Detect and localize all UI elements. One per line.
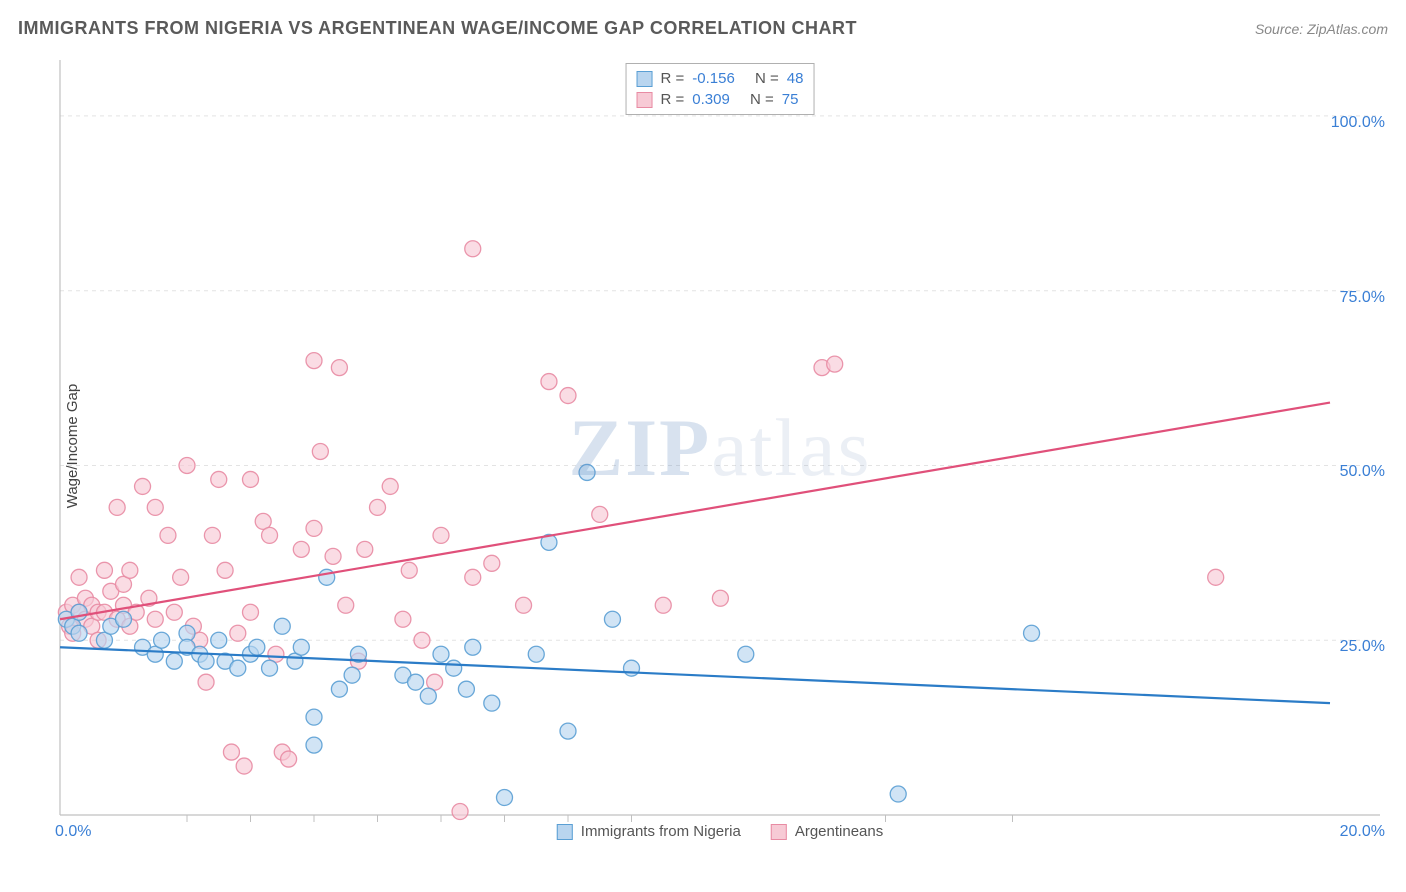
legend: Immigrants from Nigeria Argentineans: [557, 823, 883, 840]
n-label: N =: [755, 68, 779, 89]
swatch-icon: [637, 92, 653, 108]
chart-area: ZIPatlas R = -0.156 N = 48 R = 0.309 N =…: [50, 55, 1390, 840]
r-value: 0.309: [692, 89, 730, 110]
r-label: R =: [661, 89, 685, 110]
legend-item-series1: Immigrants from Nigeria: [557, 823, 741, 840]
source-citation: Source: ZipAtlas.com: [1255, 21, 1388, 37]
legend-label: Immigrants from Nigeria: [581, 823, 741, 840]
stats-row-series1: R = -0.156 N = 48: [637, 68, 804, 89]
n-value: 48: [787, 68, 804, 89]
x-tick-label: 20.0%: [1340, 823, 1385, 841]
scatter-plot: [50, 55, 1390, 840]
stats-row-series2: R = 0.309 N = 75: [637, 89, 804, 110]
swatch-icon: [771, 824, 787, 840]
y-tick-label: 25.0%: [1340, 638, 1385, 656]
n-label: N =: [750, 89, 774, 110]
chart-title: IMMIGRANTS FROM NIGERIA VS ARGENTINEAN W…: [18, 18, 857, 39]
r-label: R =: [661, 68, 685, 89]
legend-item-series2: Argentineans: [771, 823, 883, 840]
r-value: -0.156: [692, 68, 735, 89]
correlation-stats-box: R = -0.156 N = 48 R = 0.309 N = 75: [626, 63, 815, 115]
swatch-icon: [557, 824, 573, 840]
legend-label: Argentineans: [795, 823, 883, 840]
swatch-icon: [637, 71, 653, 87]
y-tick-label: 75.0%: [1340, 289, 1385, 307]
y-tick-label: 50.0%: [1340, 463, 1385, 481]
x-tick-label: 0.0%: [55, 823, 91, 841]
n-value: 75: [782, 89, 799, 110]
y-tick-label: 100.0%: [1331, 114, 1385, 132]
